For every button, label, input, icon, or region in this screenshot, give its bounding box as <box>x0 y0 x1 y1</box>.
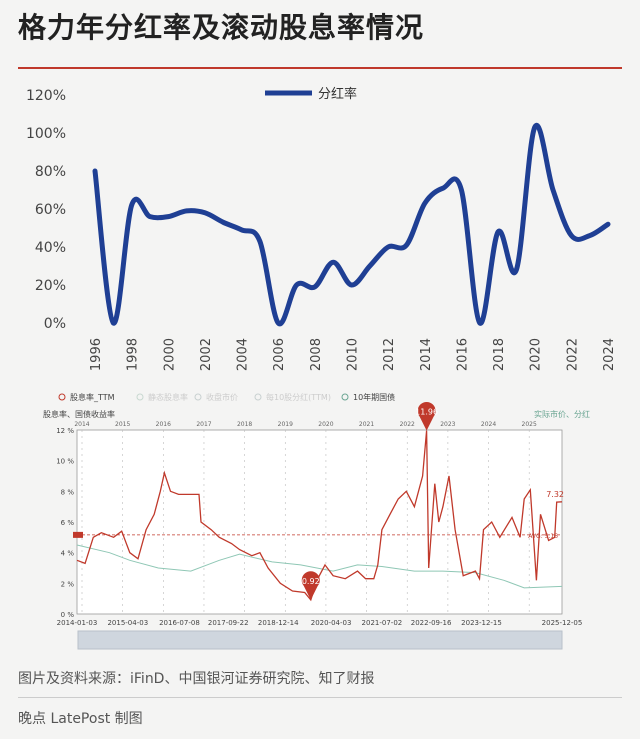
y-tick-label: 6 % <box>61 519 75 527</box>
x-tick-label: 2020-04-03 <box>311 619 352 627</box>
year-label: 2017 <box>196 421 211 428</box>
year-label: 2025 <box>522 421 537 428</box>
source-note: 图片及资料来源：iFinD、中国银河证券研究院、知了财报 <box>18 671 375 687</box>
min-label: 0.92 <box>302 577 320 586</box>
min-pin <box>301 571 320 600</box>
x-tick-label: 2018-12-14 <box>258 619 299 627</box>
payout-ratio-line <box>92 122 611 327</box>
legend-label: 静态股息率 <box>148 392 188 402</box>
x-tick-label: 2004 <box>236 338 251 371</box>
legend-label: 分红率 <box>318 86 357 102</box>
x-tick-label: 2000 <box>162 338 177 371</box>
x-tick-label: 2015-04-03 <box>107 619 148 627</box>
payout-ratio-chart: 0% 20% 40% 60% 80% 100% 120% 1996 1998 2000 2002 20… <box>26 86 617 371</box>
average-marker <box>73 531 83 538</box>
x-tick-label: 2012 <box>382 338 397 371</box>
x-tick-label: 2021-07-02 <box>362 619 403 627</box>
year-label: 2022 <box>400 421 415 428</box>
year-label: 2020 <box>318 421 333 428</box>
year-label: 2024 <box>481 421 496 428</box>
x-tick-label: 1996 <box>89 338 104 371</box>
credit-note: 晚点 LatePost 制图 <box>18 711 143 727</box>
year-label: 2014 <box>74 421 89 428</box>
x-tick-label: 2022 <box>565 338 580 371</box>
x-tick-label: 2022-09-16 <box>411 619 452 627</box>
y-tick-label: 0 % <box>61 611 75 619</box>
x-tick-label: 2020 <box>529 338 544 371</box>
legend-label: 10年期国债 <box>353 392 395 402</box>
x-tick-label: 2014 <box>419 338 434 371</box>
y-tick-label: 2 % <box>61 580 75 588</box>
year-label: 2021 <box>359 421 374 428</box>
y-tick-label: 10 % <box>56 458 74 466</box>
x-tick-label: 2002 <box>199 338 214 371</box>
x-tick-label: 2006 <box>272 338 287 371</box>
dividend-yield-line <box>76 430 563 602</box>
y-tick-label: 40% <box>35 240 66 256</box>
y-axis-label: 股息率、国债收益率 <box>43 409 115 419</box>
page-title: 格力年分红率及滚动股息率情况 <box>18 11 425 44</box>
x-tick-label: 2023-12-15 <box>461 619 502 627</box>
legend-label: 每10股分红(TTM) <box>266 392 331 402</box>
max-pin <box>417 401 436 431</box>
x-tick-label: 2025-12-05 <box>542 619 583 627</box>
range-slider <box>77 630 563 650</box>
x-tick-label: 1998 <box>126 338 141 371</box>
max-label: 11.96 <box>415 408 438 417</box>
y-tick-label: 80% <box>35 164 66 180</box>
year-label: 2016 <box>156 421 171 428</box>
y-tick-label: 0% <box>44 316 66 332</box>
last-value-label: 7.32 <box>546 490 564 499</box>
year-label: 2019 <box>278 421 293 428</box>
year-label: 2023 <box>440 421 455 428</box>
legend-label: 收盘市价 <box>206 392 238 402</box>
year-label: 2015 <box>115 421 130 428</box>
legend-marker <box>194 393 202 401</box>
y-tick-label: 20% <box>35 278 66 294</box>
x-tick-label: 2010 <box>346 338 361 371</box>
legend-marker <box>341 393 349 401</box>
x-tick-label: 2017-09-22 <box>208 619 249 627</box>
x-tick-label: 2014-01-03 <box>57 619 98 627</box>
year-label: 2018 <box>237 421 252 428</box>
y-tick-label: 60% <box>35 202 66 218</box>
y-tick-label: 4 % <box>61 550 75 558</box>
legend-label: 股息率_TTM <box>70 392 115 402</box>
y-tick-label: 120% <box>26 88 66 104</box>
x-tick-label: 2016-07-08 <box>159 619 200 627</box>
legend-marker <box>254 393 262 401</box>
x-tick-label: 2024 <box>602 338 617 371</box>
y2-axis-label: 实际市价、分红 <box>534 409 590 419</box>
x-tick-label: 2008 <box>309 338 324 371</box>
y-tick-label: 8 % <box>61 488 75 496</box>
legend-marker <box>58 393 66 401</box>
x-tick-label: 2016 <box>455 338 470 371</box>
y-tick-label: 100% <box>26 126 66 142</box>
average-label: AVG: 5.16 <box>528 533 558 540</box>
legend-marker <box>136 393 144 401</box>
x-tick-label: 2018 <box>492 338 507 371</box>
divider <box>18 697 622 698</box>
dividend-yield-chart: 股息率_TTM 静态股息率 收盘市价 每10股分红(TTM) 10年期国债股息率、国债收… <box>43 392 590 650</box>
plot-area <box>76 429 563 615</box>
title-divider <box>18 67 622 69</box>
y-tick-label: 12 % <box>56 427 74 435</box>
